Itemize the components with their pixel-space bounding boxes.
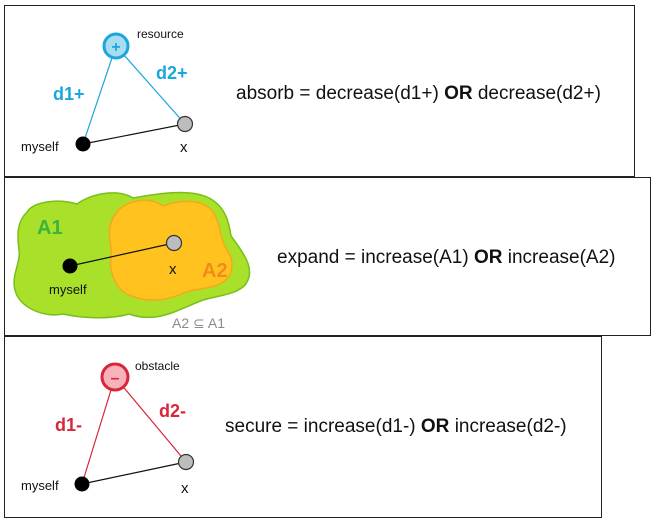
expand-formula-rhs: increase(A2) xyxy=(507,247,616,268)
secure-formula-or: OR xyxy=(420,416,450,437)
a1-label: A1 xyxy=(37,217,63,239)
absorb-formula: absorb = decrease(d1+) OR decrease(d2+) xyxy=(236,83,601,105)
x-node xyxy=(165,234,183,252)
edge-obstacle-x xyxy=(114,376,187,463)
a2-label: A2 xyxy=(202,260,228,282)
x-label: x xyxy=(169,261,177,278)
edge-resource-x xyxy=(115,45,186,125)
x-label: x xyxy=(181,480,189,497)
x-label: x xyxy=(180,139,188,156)
edge-myself-x xyxy=(81,461,187,485)
d1-plus-label: d1+ xyxy=(53,84,85,104)
secure-formula-rhs: increase(d2-) xyxy=(454,416,567,437)
secure-panel: – obstacle d1- d2- myself x secure = inc… xyxy=(4,336,602,518)
expand-formula-or: OR xyxy=(473,247,503,268)
absorb-formula-or: OR xyxy=(444,83,473,104)
expand-diagram: A1 A2 myself x A2 ⊆ A1 xyxy=(13,191,251,331)
obstacle-node xyxy=(100,362,130,392)
edge-myself-x xyxy=(82,123,186,145)
x-node xyxy=(177,453,195,471)
absorb-formula-rhs: decrease(d2+) xyxy=(477,83,601,104)
subset-note: A2 ⊆ A1 xyxy=(172,315,225,331)
obstacle-label: obstacle xyxy=(135,359,180,373)
absorb-panel: + resource d1+ d2+ myself x absorb = dec… xyxy=(4,5,635,177)
secure-diagram: – obstacle d1- d2- myself x xyxy=(21,359,195,497)
expand-panel: A1 A2 myself x A2 ⊆ A1 expand = increase… xyxy=(4,177,651,336)
expand-formula-lhs: expand = increase(A1) xyxy=(277,247,469,268)
resource-node xyxy=(102,32,130,60)
myself-label: myself xyxy=(21,139,59,154)
d2-minus-label: d2- xyxy=(159,401,186,421)
secure-formula: secure = increase(d1-) OR increase(d2-) xyxy=(225,416,567,438)
myself-node xyxy=(75,136,91,152)
secure-formula-lhs: secure = increase(d1-) xyxy=(225,416,416,437)
minus-symbol: – xyxy=(111,370,120,387)
absorb-diagram: + resource d1+ d2+ myself x xyxy=(21,27,194,156)
expand-formula: expand = increase(A1) OR increase(A2) xyxy=(277,247,615,269)
x-node xyxy=(176,115,194,133)
myself-label: myself xyxy=(49,282,87,297)
edge-myself-obstacle xyxy=(81,376,116,485)
edge-myself-resource xyxy=(82,45,117,145)
plus-symbol: + xyxy=(111,39,120,56)
absorb-formula-lhs: absorb = decrease(d1+) xyxy=(236,83,439,104)
d2-plus-label: d2+ xyxy=(156,63,188,83)
myself-node xyxy=(74,476,90,492)
d1-minus-label: d1- xyxy=(55,415,82,435)
myself-node xyxy=(62,258,78,274)
resource-label: resource xyxy=(137,27,184,41)
edge-myself-x xyxy=(69,242,175,267)
myself-label: myself xyxy=(21,478,59,493)
